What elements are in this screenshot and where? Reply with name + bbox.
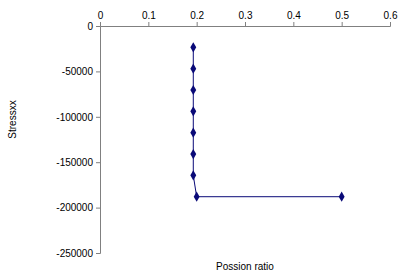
tick: 0.3 [239,10,253,26]
tick-label: 0.2 [190,10,204,21]
tick: -250000 [56,248,100,259]
tick: 0.4 [287,10,301,26]
y-axis-title: Stressxx [7,100,18,138]
tick: -150000 [56,157,100,168]
tick: 0.1 [142,10,156,26]
marker [194,192,200,202]
tick: 0.6 [384,10,398,26]
plot-area [190,42,344,202]
tick-mark [96,71,100,72]
marker [190,64,196,74]
tick: 0 [98,10,104,26]
x-axis-title: Possion ratio [216,261,274,272]
marker [190,128,196,138]
axis-line [101,22,391,27]
tick-label: 0 [98,10,104,21]
tick-label: 0 [87,21,93,32]
marker [190,106,196,116]
tick-mark [100,22,101,26]
tick: -50000 [62,66,100,77]
tick-label: -150000 [56,157,93,168]
marker [190,42,196,52]
tick-mark [96,26,100,27]
tick-label: 0.1 [142,10,156,21]
tick-mark [96,117,100,118]
tick-mark [96,162,100,163]
tick-label: 0.5 [335,10,349,21]
tick: 0 [87,21,100,32]
y-axis: 0 -50000 -100000 -150000 -200000 -250000 [56,21,100,259]
series-line [193,47,341,196]
tick-label: -100000 [56,112,93,123]
tick-label: -250000 [56,248,93,259]
tick-mark [197,22,198,26]
tick-mark [293,22,294,26]
chart: 0 0.1 0.2 0.3 0.4 0.5 0.6 0 -50000 -100000 -150000… [0,0,400,276]
tick-label: 0.3 [239,10,253,21]
tick-mark [148,22,149,26]
marker [339,192,345,202]
x-axis: 0 0.1 0.2 0.3 0.4 0.5 0.6 [98,10,398,27]
marker [190,85,196,95]
tick: -200000 [56,202,100,213]
tick-mark [390,22,391,26]
marker [190,149,196,159]
tick-label: -200000 [56,202,93,213]
tick: 0.5 [335,10,349,26]
tick-label: 0.6 [384,10,398,21]
tick-mark [96,208,100,209]
axis-line [96,27,101,254]
tick: 0.2 [190,10,204,26]
tick-mark [96,253,100,254]
tick-label: 0.4 [287,10,301,21]
marker [190,170,196,180]
tick-mark [342,22,343,26]
tick: -100000 [56,112,100,123]
tick-label: -50000 [62,66,94,77]
tick-mark [245,22,246,26]
